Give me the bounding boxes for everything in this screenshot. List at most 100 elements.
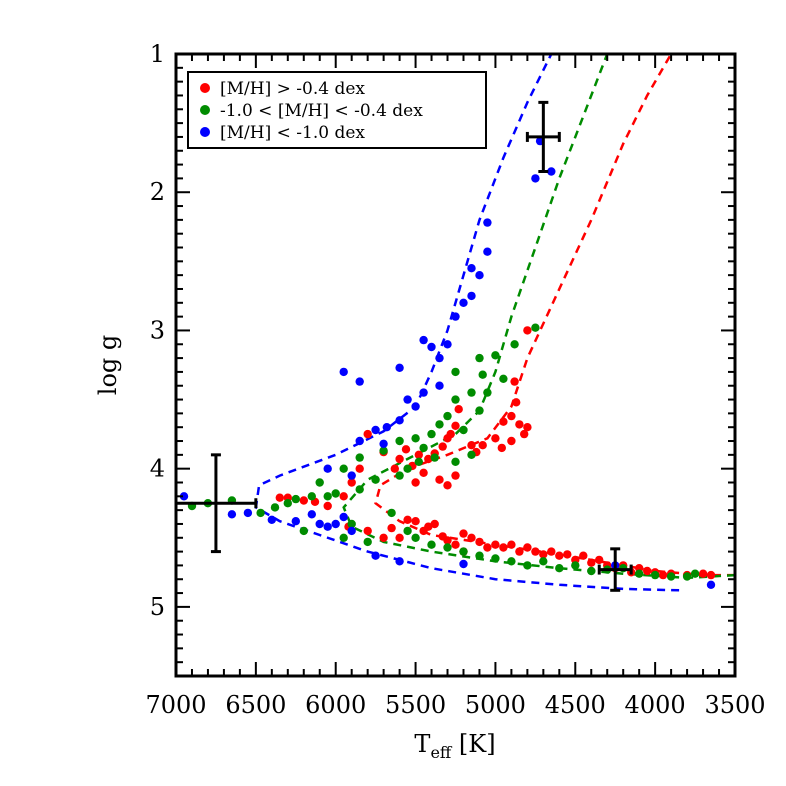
- data-point-s1-26: [371, 475, 380, 484]
- data-point-s1-54: [690, 569, 700, 578]
- data-point-s1-61: [347, 519, 356, 529]
- data-point-s1-2: [491, 351, 500, 360]
- y-axis-label: log g: [94, 335, 122, 395]
- isochrone-line-2: [254, 53, 680, 592]
- data-point-s1-38: [443, 543, 452, 552]
- data-point-s2-19: [355, 377, 364, 386]
- data-point-s1-6: [467, 388, 476, 397]
- data-point-s0-56: [499, 543, 508, 552]
- x-tick-label: 6500: [225, 691, 286, 719]
- data-point-s2-5: [467, 264, 476, 273]
- data-point-s1-23: [339, 464, 348, 473]
- x-tick-label: 4000: [625, 691, 686, 719]
- data-point-s0-32: [363, 429, 372, 439]
- data-point-s0-5: [515, 420, 524, 429]
- data-point-s1-64: [451, 367, 460, 377]
- data-point-s1-7: [451, 395, 460, 404]
- data-point-s0-61: [539, 550, 548, 559]
- data-point-s2-2: [531, 174, 540, 183]
- data-point-s1-42: [507, 557, 516, 566]
- data-point-s2-21: [382, 423, 391, 432]
- data-point-s1-15: [419, 443, 428, 453]
- data-point-s0-25: [390, 464, 399, 473]
- data-point-s1-34: [387, 508, 396, 518]
- data-point-s2-27: [347, 471, 356, 480]
- data-point-s0-45: [411, 517, 420, 526]
- data-point-s1-37: [427, 540, 436, 549]
- plot-frame: [174, 52, 737, 678]
- data-point-s2-0: [547, 167, 556, 176]
- data-point-s1-13: [411, 434, 420, 443]
- data-point-s2-34: [347, 526, 356, 536]
- data-point-s1-63: [475, 353, 484, 363]
- y-tick-label: 3: [150, 316, 165, 344]
- data-point-s0-27: [435, 475, 444, 484]
- data-point-s0-57: [507, 540, 516, 549]
- data-point-s0-82: [403, 515, 412, 524]
- data-point-s1-4: [499, 374, 508, 383]
- data-point-s0-64: [563, 550, 572, 559]
- data-point-s0-35: [339, 492, 348, 501]
- data-point-s0-8: [507, 436, 516, 446]
- data-point-s2-11: [443, 340, 452, 349]
- data-point-s0-80: [706, 570, 716, 580]
- data-point-s0-17: [443, 434, 452, 443]
- data-point-s1-29: [307, 492, 316, 501]
- data-point-s1-59: [339, 533, 348, 542]
- legend-marker-mid-metal: [200, 105, 210, 115]
- data-point-s0-4: [499, 417, 508, 426]
- data-point-s2-22: [371, 425, 380, 435]
- data-point-s0-11: [478, 441, 487, 450]
- data-point-s0-79: [698, 569, 708, 578]
- error-bar-0: [174, 453, 258, 554]
- data-point-s2-10: [419, 335, 428, 345]
- data-point-s2-17: [403, 395, 412, 404]
- data-point-s0-6: [523, 423, 532, 432]
- data-point-s2-16: [419, 388, 428, 397]
- data-point-s0-58: [515, 547, 524, 556]
- x-tick-label: 4500: [545, 691, 606, 719]
- data-point-s1-53: [682, 572, 692, 581]
- y-tick-label: 5: [150, 593, 165, 621]
- data-point-s1-19: [451, 457, 460, 466]
- data-point-s0-0: [523, 326, 532, 335]
- data-points: [179, 136, 716, 589]
- data-point-s1-31: [283, 499, 292, 508]
- x-tick-label: 5000: [465, 691, 526, 719]
- data-point-s0-3: [507, 411, 516, 421]
- data-point-s0-40: [275, 493, 284, 502]
- x-tick-label: 3500: [704, 691, 765, 719]
- legend-box: [187, 71, 487, 149]
- data-point-s2-12: [427, 342, 436, 352]
- data-point-s1-58: [256, 508, 265, 518]
- data-point-s1-44: [539, 557, 548, 566]
- data-point-s1-21: [379, 446, 388, 455]
- data-point-s1-35: [403, 526, 412, 536]
- data-point-s1-16: [430, 453, 439, 462]
- data-point-s0-13: [467, 441, 476, 450]
- data-point-s0-50: [451, 540, 460, 549]
- data-point-s0-21: [414, 450, 423, 459]
- data-point-s0-20: [424, 454, 433, 464]
- data-point-s1-20: [467, 450, 476, 459]
- data-point-s1-14: [395, 436, 404, 446]
- y-tick-label: 1: [150, 40, 165, 68]
- data-point-s2-24: [379, 439, 388, 448]
- error-bar-2: [597, 547, 633, 592]
- data-point-s2-32: [315, 519, 324, 529]
- data-point-s0-63: [555, 551, 564, 560]
- data-point-s1-33: [395, 471, 404, 480]
- data-point-s1-18: [403, 464, 412, 473]
- data-point-s0-60: [531, 547, 540, 556]
- data-point-s2-39: [706, 580, 716, 589]
- error-bars: [174, 100, 633, 592]
- data-point-s1-1: [510, 340, 519, 349]
- data-point-s0-67: [587, 558, 596, 567]
- data-point-s1-60: [363, 537, 372, 547]
- data-point-s0-74: [643, 566, 652, 576]
- data-point-s0-52: [467, 533, 476, 542]
- data-point-s1-27: [331, 489, 340, 498]
- data-point-s2-28: [227, 510, 237, 519]
- data-point-s1-9: [443, 411, 452, 421]
- data-point-s0-51: [459, 529, 468, 538]
